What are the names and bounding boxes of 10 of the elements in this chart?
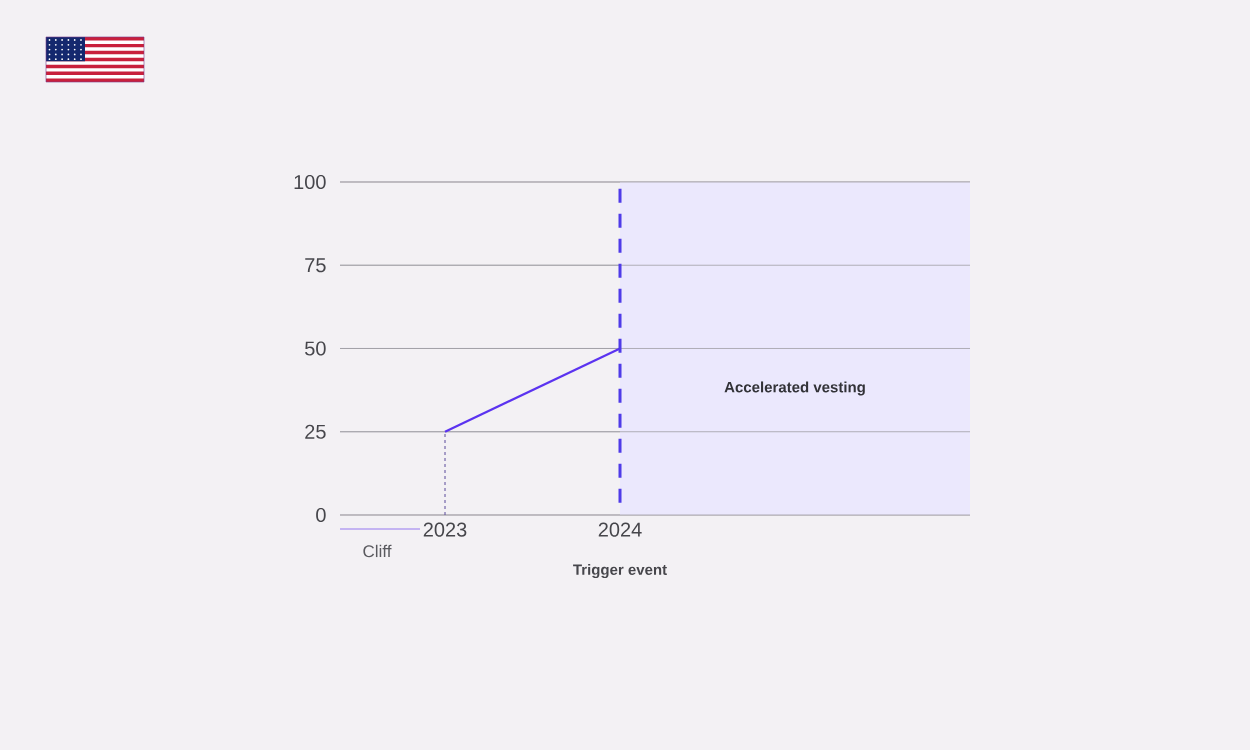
y-tick-label: 100 — [294, 174, 326, 190]
text: Trigger event — [573, 563, 667, 579]
y-tick-label: 50 — [305, 341, 326, 356]
y-tick-label: 75 — [305, 258, 326, 273]
y-tick-label: 0 — [316, 507, 326, 523]
y-tick-label: 25 — [305, 424, 326, 439]
text: Cliff — [363, 544, 392, 558]
x-tick-label: 2024 — [598, 522, 642, 537]
band-label: Accelerated vesting — [724, 381, 865, 396]
x-tick-label: 2023 — [423, 522, 467, 537]
